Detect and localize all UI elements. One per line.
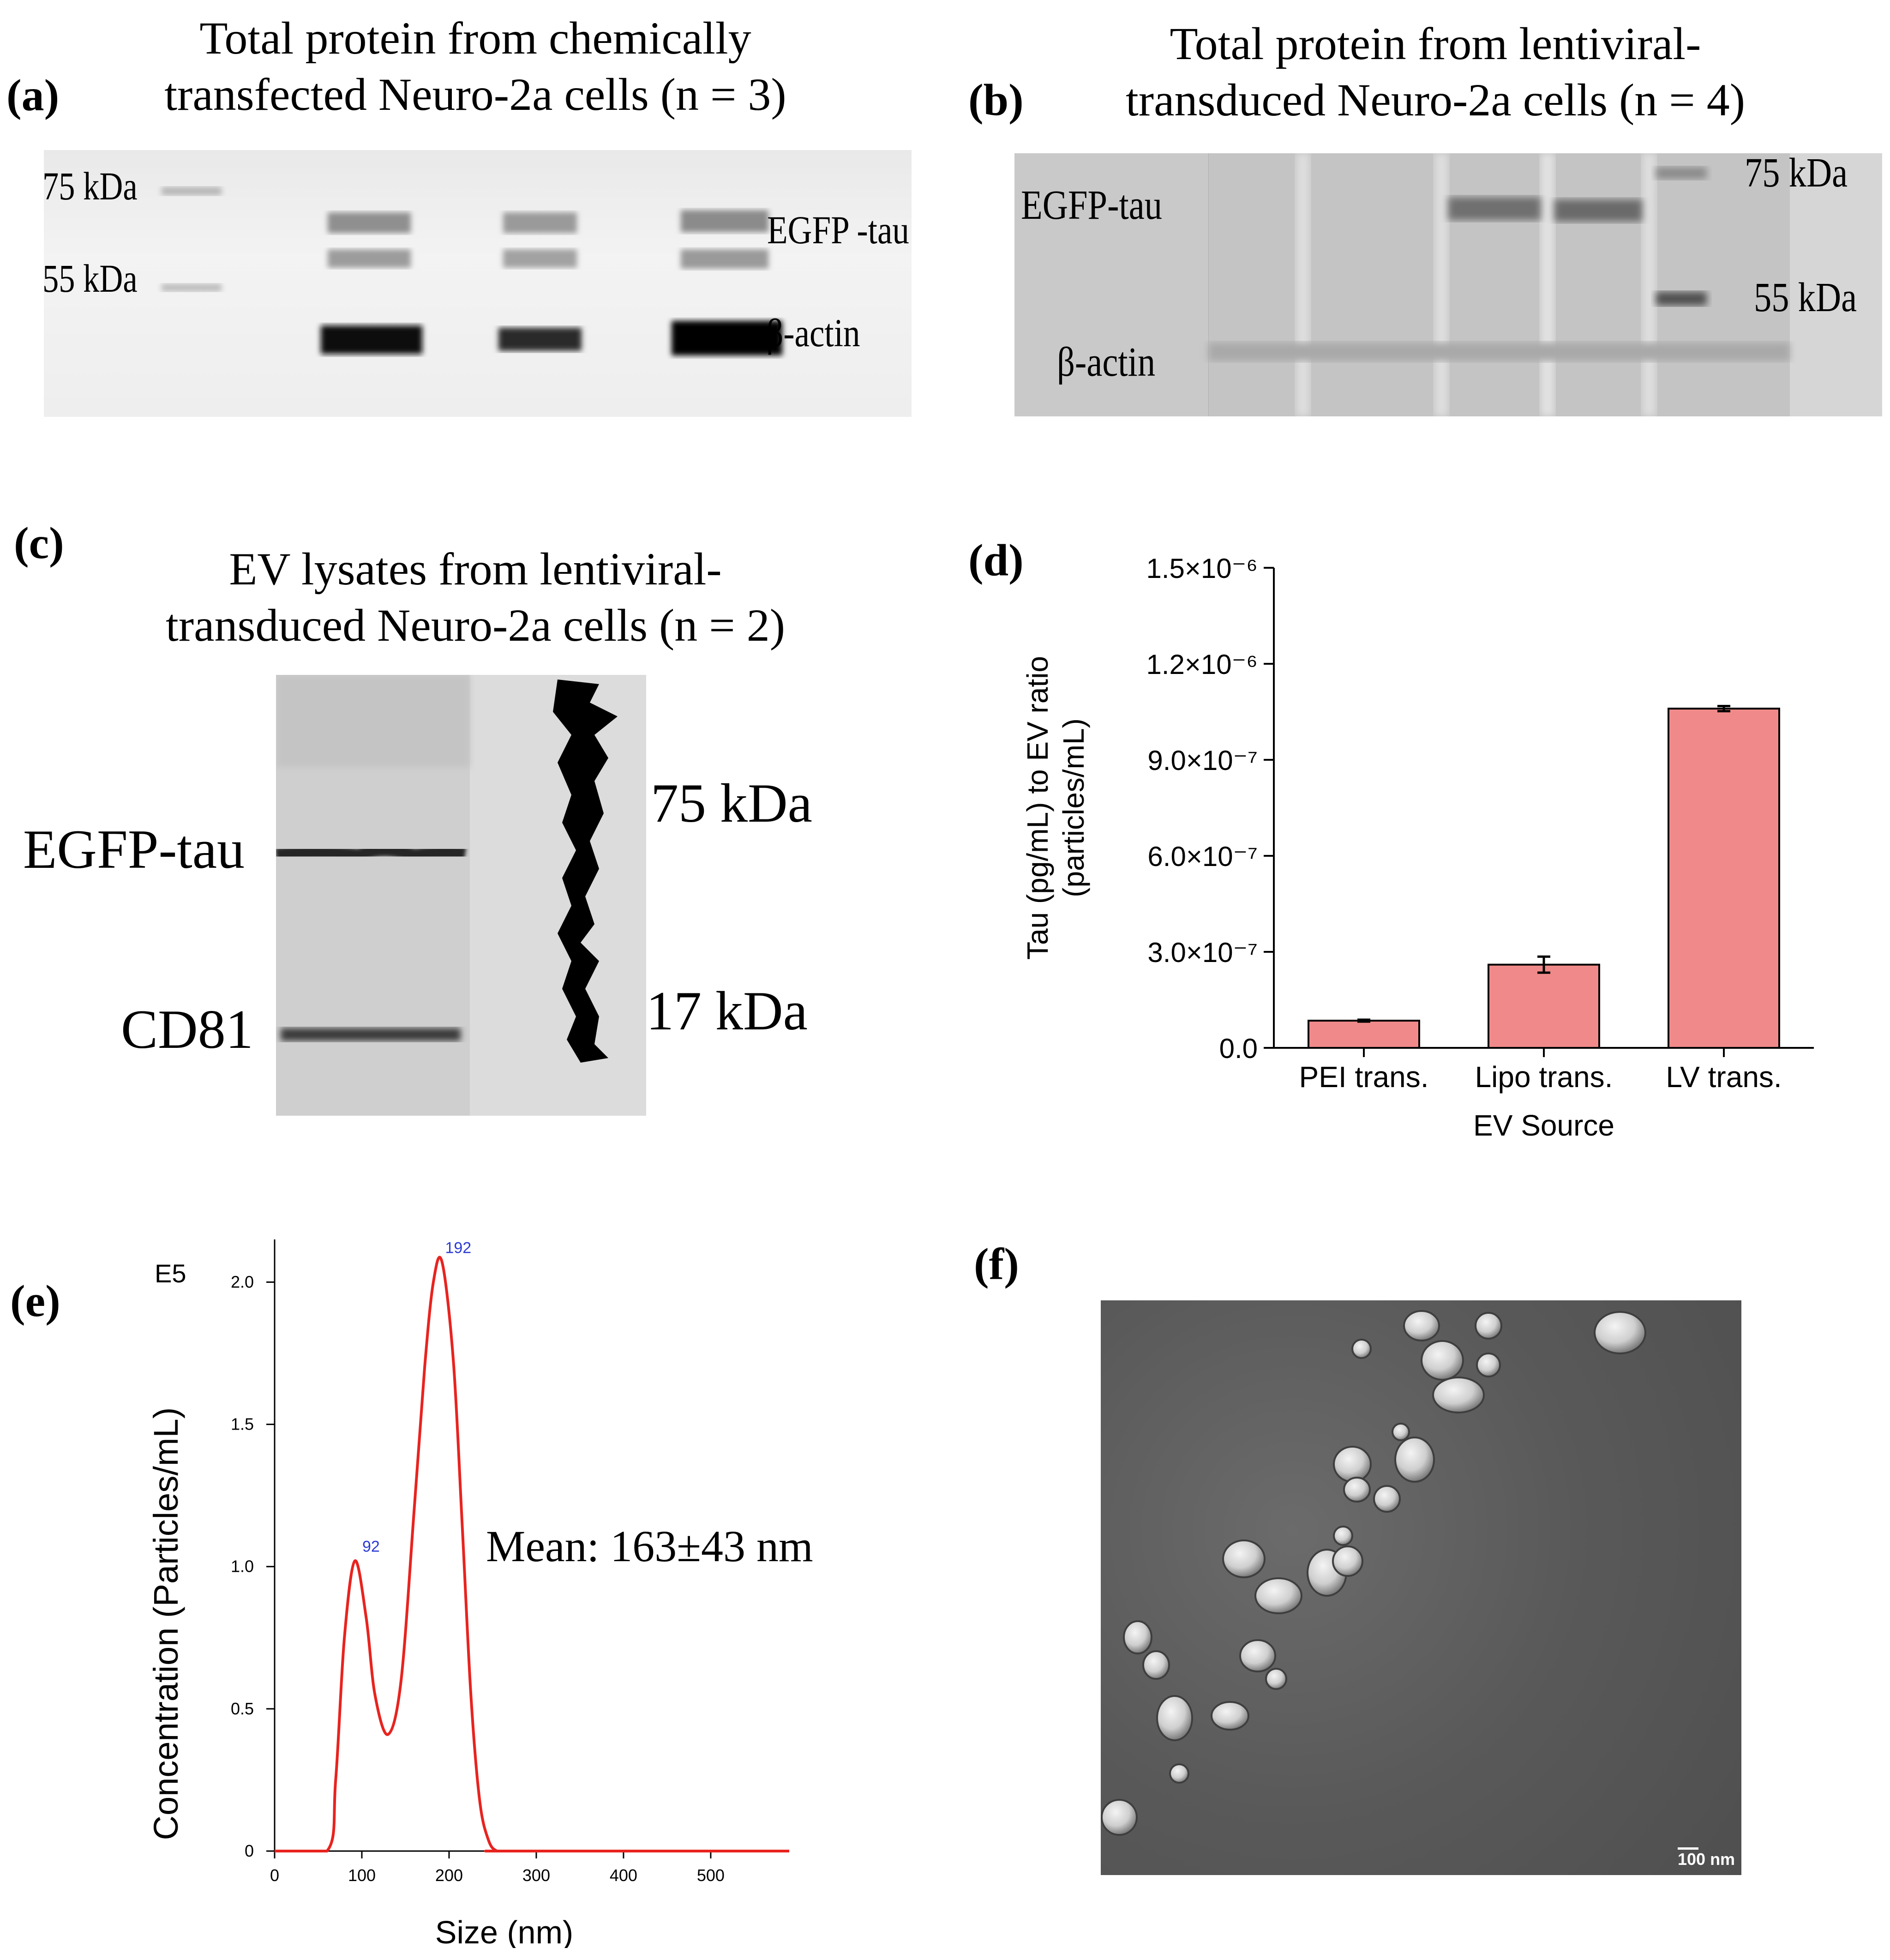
x-axis-label: EV Source: [1473, 1109, 1614, 1142]
panel-c-title-line1: EV lysates from lentiviral-: [229, 543, 722, 595]
y-unit-exponent: E5: [155, 1259, 186, 1288]
panel-a-band-beta-actin: β-actin: [766, 311, 860, 355]
peak-label: 92: [362, 1538, 380, 1555]
panel-b-bands: [1014, 153, 1882, 416]
panel-a-label: (a): [6, 71, 60, 120]
panel-e-size-distribution-chart: 0 0.5 1.0 1.5 2.0 0 100 200 300 400 500 E5 Size (nm)…: [147, 1239, 789, 1948]
lane1-actin-band: [321, 325, 422, 354]
panel-c-band-cd81: CD81: [121, 998, 253, 1060]
panel-b-label: (b): [968, 75, 1024, 125]
cd81-band: [281, 1028, 461, 1041]
y-tick-label: 1.0: [231, 1557, 254, 1576]
lane2-egfp-tau-band-2: [503, 249, 577, 268]
y-tick-label: 1.5: [231, 1415, 254, 1434]
actin-band-row: [1208, 343, 1790, 361]
y-tick-label: 6.0×10⁻⁷: [1147, 841, 1258, 872]
ladder-lane: [553, 679, 618, 1063]
panel-b-blot: [1014, 153, 1882, 416]
x-axis-label: Size (nm): [435, 1914, 573, 1948]
scale-bar: [1678, 1847, 1698, 1850]
panel-a-marker-55: 55 kDa: [42, 256, 138, 301]
panel-e-mean-annotation: Mean: 163±43 nm: [486, 1521, 813, 1571]
panel-b-marker-55: 55 kDa: [1754, 275, 1857, 320]
x-tick-label: Lipo trans.: [1475, 1060, 1613, 1094]
panel-a-blot: [44, 150, 912, 417]
sem-vesicles: [1101, 1310, 1698, 1850]
x-tick-label: LV trans.: [1666, 1060, 1782, 1094]
y-axis-label: Tau (pg/mL) to EV ratio(particles/mL): [1021, 656, 1090, 960]
panel-b-title-line1: Total protein from lentiviral-: [1170, 18, 1701, 69]
x-tick-label: 500: [697, 1866, 725, 1885]
panel-c-marker-75: 75 kDa: [651, 772, 812, 834]
panel-f-sem-micrograph: 100 nm: [1101, 1300, 1741, 1875]
panel-b-band-egfp-tau: EGFP-tau: [1021, 182, 1162, 228]
y-tick-label: 1.5×10⁻⁶: [1146, 553, 1258, 584]
panel-c-band-egfp-tau: EGFP-tau: [23, 818, 245, 880]
x-tick-label: PEI trans.: [1299, 1060, 1429, 1094]
panel-a-bands: [162, 187, 782, 355]
lane2-egfp-tau-band: [503, 212, 577, 233]
panel-a-band-egfp-tau: EGFP -tau: [767, 208, 909, 252]
panel-c-marker-17: 17 kDa: [646, 980, 808, 1041]
egfp-tau-band: [276, 842, 467, 863]
lane2-actin-band: [498, 328, 582, 351]
y-tick-label: 9.0×10⁻⁷: [1147, 745, 1258, 776]
y-tick-label: 1.2×10⁻⁶: [1146, 649, 1258, 680]
lane1-egfp-tau-band: [328, 212, 411, 233]
y-axis-label-line2: (particles/mL): [1057, 718, 1090, 897]
x-tick-label: 0: [270, 1866, 279, 1885]
x-tick-label: 200: [435, 1866, 463, 1885]
panel-c-title: EV lysates from lentiviral- transduced N…: [120, 541, 831, 654]
y-tick-label: 0: [245, 1841, 254, 1860]
x-tick-label: 300: [522, 1866, 550, 1885]
panel-a-title: Total protein from chemically transfecte…: [120, 10, 831, 123]
ladder-band-75: [162, 187, 222, 195]
panel-c-blot: [276, 675, 646, 1116]
bar: [1308, 1020, 1420, 1049]
lane3-actin-band: [672, 321, 782, 355]
panel-c-bands: [276, 675, 618, 1116]
x-tick-label: 400: [610, 1866, 637, 1885]
panel-f-label: (f): [974, 1239, 1019, 1289]
panel-b-band-beta-actin: β-actin: [1057, 339, 1156, 385]
panel-a-marker-75: 75 kDa: [42, 164, 138, 208]
panel-c-label: (c): [14, 518, 64, 568]
lane1-egfp-tau-band-2: [328, 249, 411, 268]
panel-f-scale-bar-label: 100 nm: [1678, 1850, 1735, 1869]
peak-label: 192: [445, 1239, 471, 1257]
panel-d-label: (d): [968, 535, 1024, 585]
bar: [1488, 963, 1600, 1049]
lane3-egfp-tau-band: [681, 210, 768, 232]
panel-d-bar-chart: 0.0 3.0×10⁻⁷ 6.0×10⁻⁷ 9.0×10⁻⁷ 1.2×10⁻⁶ 1.5×1…: [1021, 553, 1814, 1142]
lane4-egfp-tau-band: [1554, 199, 1642, 222]
panel-c-title-line2: transduced Neuro-2a cells (n = 2): [166, 600, 785, 651]
panel-e-label: (e): [10, 1276, 60, 1326]
lane3-egfp-tau-band-2: [681, 249, 768, 269]
panel-b-marker-75: 75 kDa: [1745, 150, 1848, 196]
ladder-band-55: [1656, 292, 1707, 306]
panel-a-title-line2: transfected Neuro-2a cells (n = 3): [164, 69, 786, 120]
y-tick-label: 3.0×10⁻⁷: [1147, 937, 1258, 968]
panel-b-title-line2: transduced Neuro-2a cells (n = 4): [1126, 74, 1745, 126]
y-axis-label-line1: Tau (pg/mL) to EV ratio: [1021, 656, 1054, 960]
x-tick-label: 100: [348, 1866, 376, 1885]
panel-a-title-line1: Total protein from chemically: [199, 12, 751, 64]
ladder-band-75: [1656, 167, 1707, 179]
lane3-egfp-tau-band: [1448, 197, 1541, 220]
y-tick-label: 0.5: [231, 1699, 254, 1718]
y-tick-label: 2.0: [231, 1272, 254, 1291]
ladder-band-55: [162, 284, 222, 291]
bar: [1668, 708, 1780, 1049]
panel-b-title: Total protein from lentiviral- transduce…: [1080, 16, 1791, 128]
y-axis-label: Concentration (Particles/mL): [147, 1407, 185, 1840]
y-tick-label: 0.0: [1219, 1033, 1258, 1064]
size-distribution-line: [274, 1256, 789, 1853]
